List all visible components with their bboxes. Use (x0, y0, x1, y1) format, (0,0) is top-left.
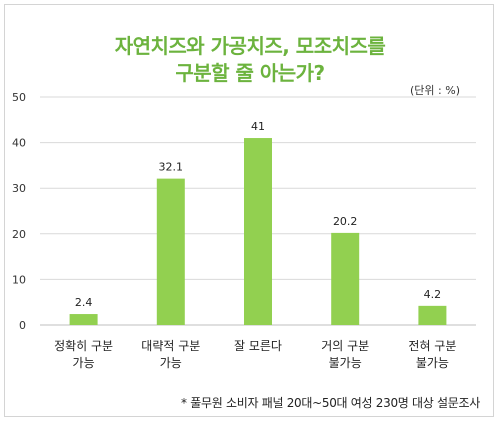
x-tick-label: 전혀 구분 (408, 339, 456, 353)
x-tick-label: 거의 구분 (321, 339, 369, 353)
y-tick-label: 50 (12, 91, 26, 104)
x-tick-label: 잘 모른다 (234, 339, 282, 353)
y-tick-label: 30 (12, 182, 26, 195)
x-tick-label: 불가능 (416, 356, 449, 370)
chart-title-line1: 자연치즈와 가공치즈, 모조치즈를 (114, 34, 386, 58)
y-tick-label: 40 (12, 137, 26, 150)
data-label: 20.2 (333, 215, 358, 228)
x-tick-label: 대략적 구분 (141, 339, 200, 353)
x-tick-label: 정확히 구분 (54, 339, 113, 353)
y-tick-label: 20 (12, 228, 26, 241)
x-tick-label: 가능 (160, 356, 182, 370)
x-tick-label: 불가능 (329, 356, 362, 370)
footnote: * 풀무원 소비자 패널 20대~50대 여성 230명 대상 설문조사 (181, 396, 480, 410)
data-label: 41 (251, 120, 265, 133)
bar (418, 305, 447, 325)
bar (331, 232, 360, 325)
x-tick-label: 가능 (73, 356, 95, 370)
y-tick-label: 0 (19, 319, 26, 332)
y-tick-label: 10 (12, 273, 26, 286)
data-label: 2.4 (75, 296, 93, 309)
bar (244, 138, 272, 325)
chart-title-line2: 구분할 줄 아는가? (175, 61, 325, 85)
bar (156, 178, 185, 325)
bar (69, 314, 98, 325)
unit-label: (단위 : %) (410, 84, 460, 97)
data-label: 4.2 (424, 288, 442, 301)
data-label: 32.1 (159, 161, 184, 174)
